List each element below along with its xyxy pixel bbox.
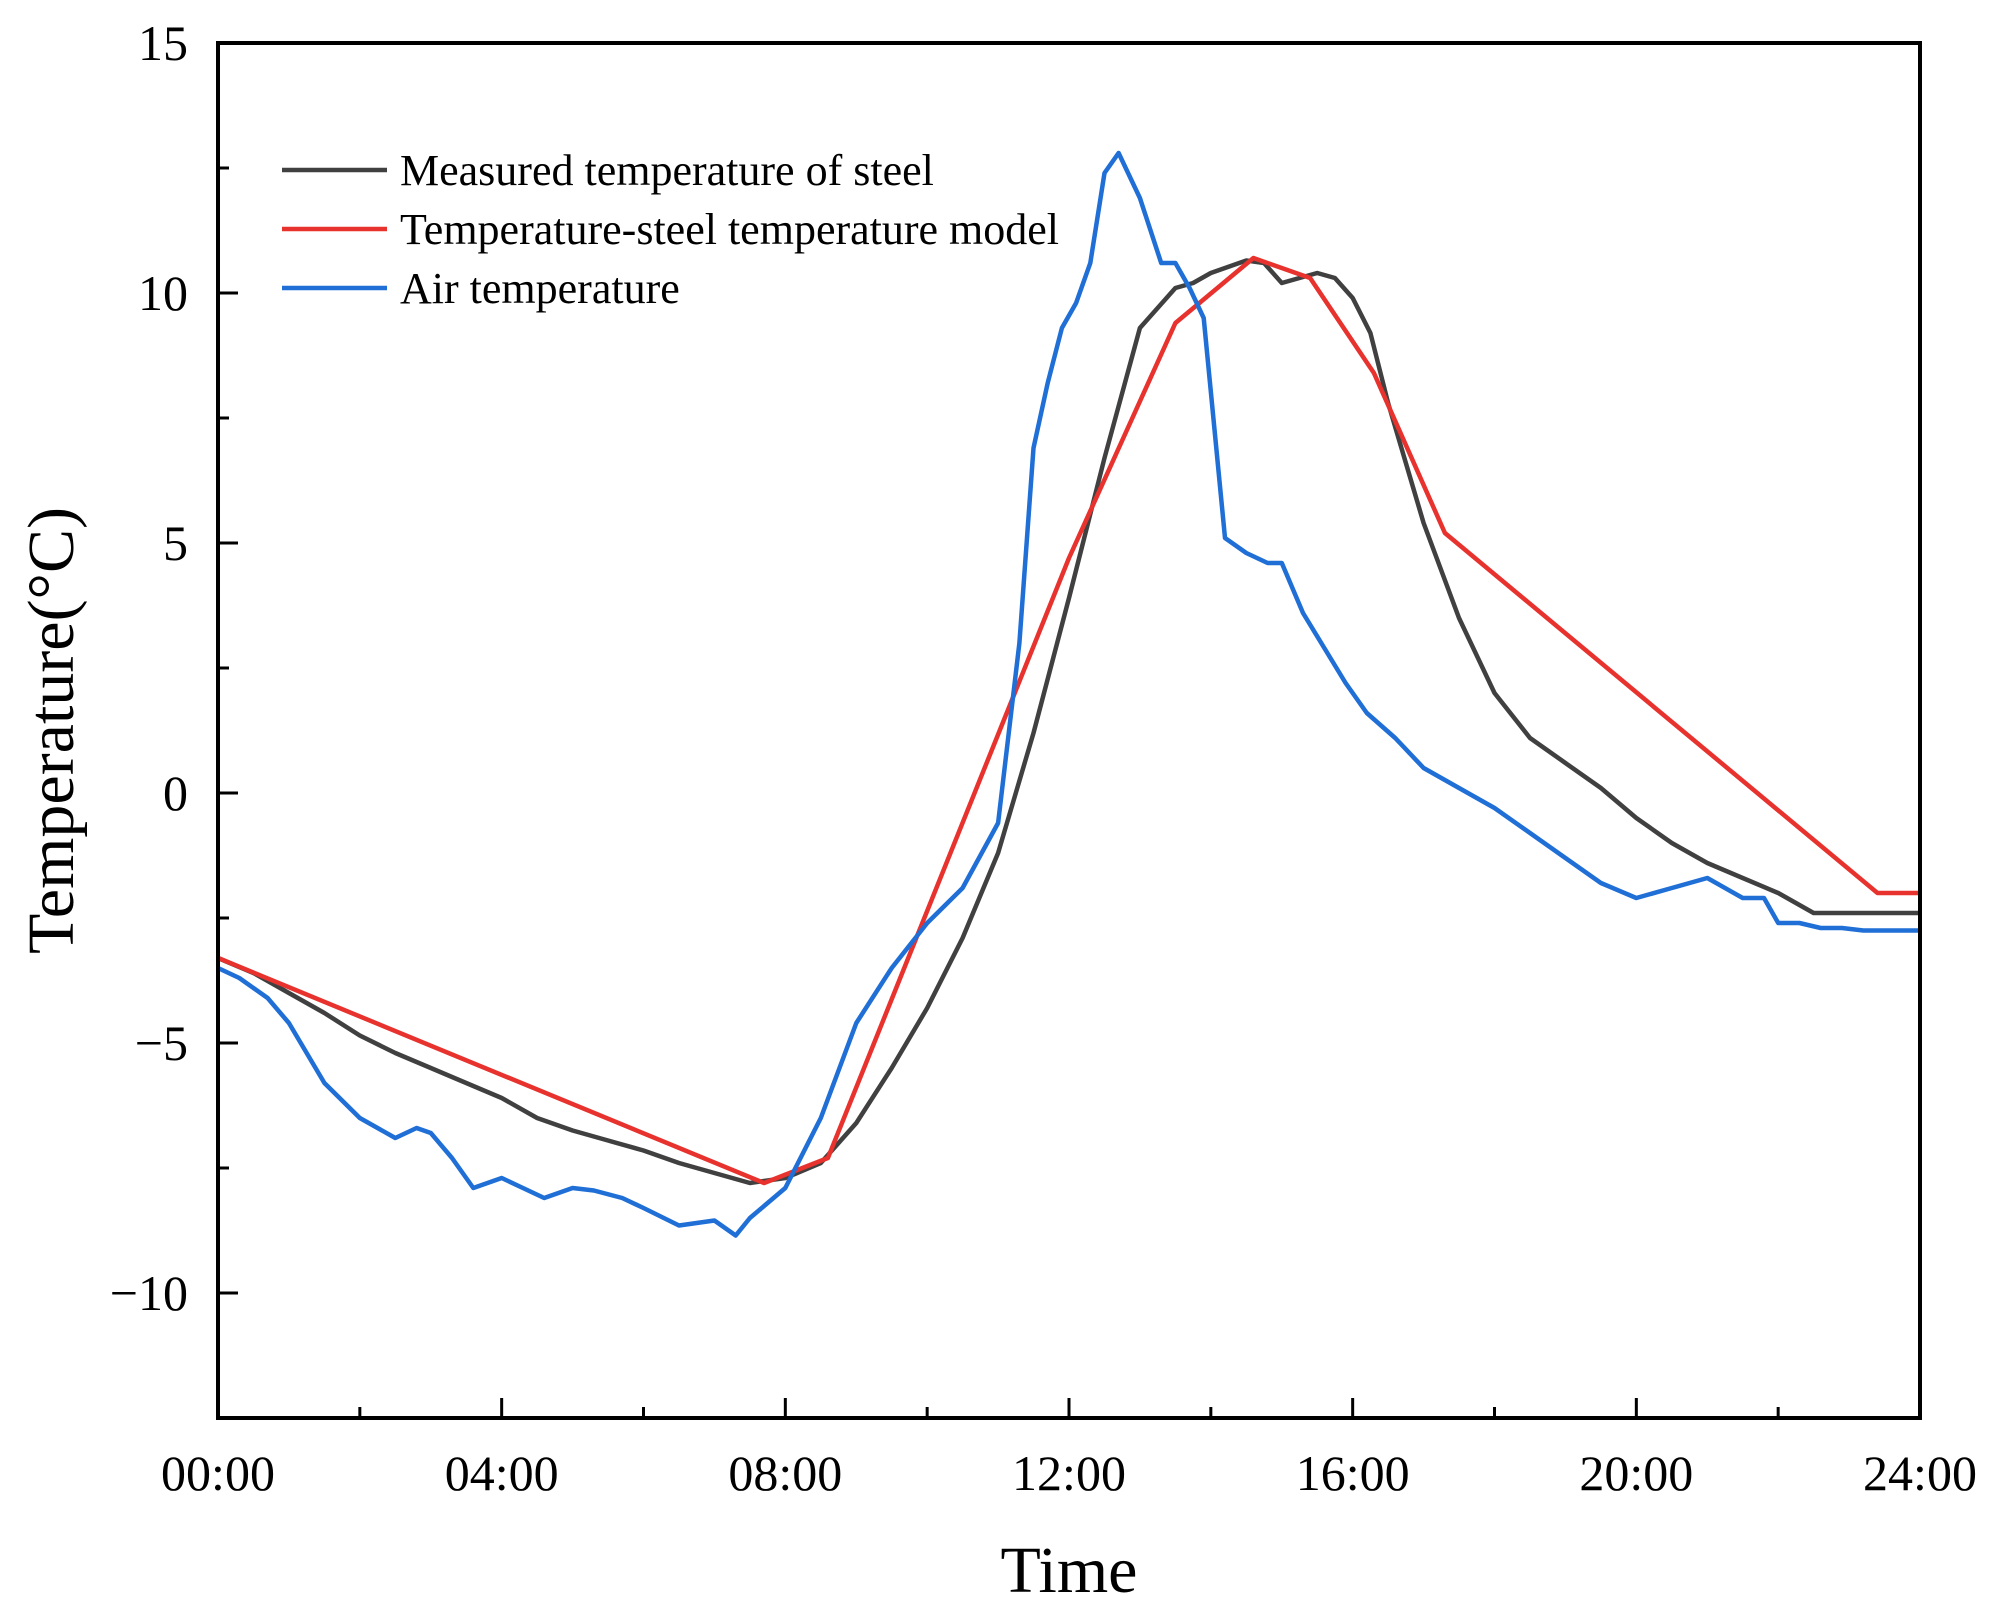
y-tick-label: 15: [138, 15, 188, 71]
x-tick-label: 16:00: [1296, 1445, 1410, 1501]
x-tick-label: 12:00: [1012, 1445, 1126, 1501]
legend-label: Measured temperature of steel: [400, 146, 934, 195]
x-tick-label: 24:00: [1863, 1445, 1977, 1501]
y-tick-label: 5: [163, 515, 188, 571]
x-tick-label: 20:00: [1579, 1445, 1693, 1501]
series-line-3: [218, 150, 1920, 1238]
series-line-1: [218, 258, 1920, 1186]
x-tick-label: 04:00: [445, 1445, 559, 1501]
series-line-2: [218, 255, 1920, 1186]
legend-label: Air temperature: [400, 264, 680, 313]
y-tick-label: −5: [135, 1015, 188, 1071]
ticks-layer: 00:00 04:00 08:00 12:00 16:00 20:00 24:00 −10 −5…: [110, 15, 1977, 1501]
x-tick-label: 08:00: [728, 1445, 842, 1501]
series-layer: [218, 150, 1920, 1238]
y-tick-label: 10: [138, 265, 188, 321]
y-tick-label: 0: [163, 765, 188, 821]
y-axis-title: Temperature(°C): [15, 507, 88, 954]
x-tick-label: 00:00: [161, 1445, 275, 1501]
legend: Measured temperature of steel Temperature…: [282, 146, 1059, 313]
x-axis-title: Time: [1001, 1534, 1138, 1607]
legend-label: Temperature-steel temperature model: [400, 205, 1059, 254]
y-tick-label: −10: [110, 1265, 188, 1321]
